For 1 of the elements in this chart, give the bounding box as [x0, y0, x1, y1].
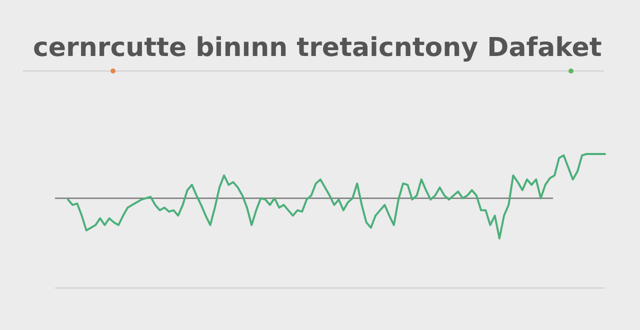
- chart-title: cernrcutte binınn tretaicntony Dafaket: [33, 33, 602, 63]
